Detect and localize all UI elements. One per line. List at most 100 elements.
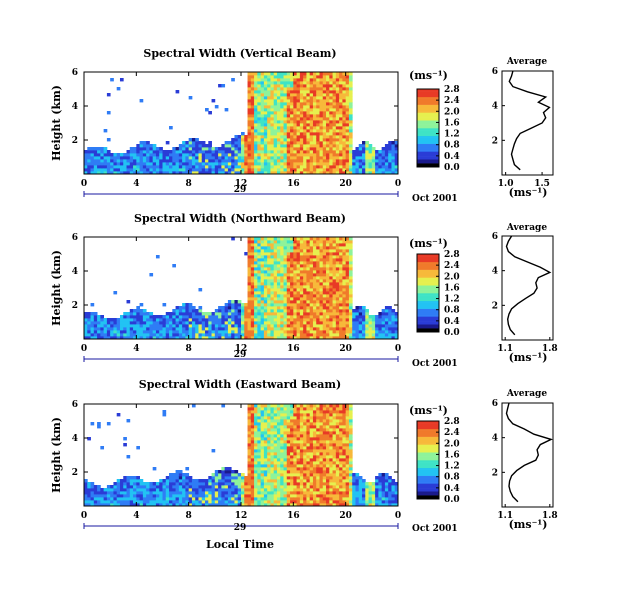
heatmap-cell <box>303 446 307 450</box>
heatmap-cell <box>169 312 173 316</box>
heatmap-cell <box>319 476 324 480</box>
heatmap-cell <box>100 162 105 166</box>
heatmap-cell <box>335 132 340 136</box>
heatmap-cell <box>332 75 337 79</box>
heatmap-cell <box>270 165 275 169</box>
heatmap-cell <box>257 141 262 145</box>
heatmap-cell <box>290 156 294 160</box>
heatmap-cell <box>205 144 209 148</box>
heatmap-cell <box>322 258 327 262</box>
heatmap-cell <box>348 309 353 313</box>
heatmap-cell <box>198 485 203 489</box>
heatmap-cell <box>306 500 311 504</box>
heatmap-cell <box>260 327 265 331</box>
heatmap-cell <box>267 84 271 88</box>
heatmap-cell <box>306 87 311 91</box>
heatmap-cell <box>342 141 347 145</box>
heatmap-cell <box>142 153 147 157</box>
heatmap-cell <box>322 99 327 103</box>
heatmap-cell <box>326 114 330 118</box>
heatmap-cell <box>175 333 180 337</box>
heatmap-cell <box>254 132 258 136</box>
heatmap-cell <box>201 485 206 489</box>
heatmap-cell <box>126 300 131 304</box>
heatmap-cell <box>172 162 176 166</box>
heatmap-cell <box>326 150 330 154</box>
heatmap-cell <box>365 144 369 148</box>
colorbar-segment <box>417 300 439 303</box>
heatmap-cell <box>152 153 157 157</box>
heatmap-cell <box>303 285 307 289</box>
heatmap-cell <box>119 315 124 319</box>
heatmap-cell <box>250 75 255 79</box>
heatmap-cell <box>273 440 278 444</box>
heatmap-cell <box>332 315 337 319</box>
heatmap-cell <box>185 162 190 166</box>
heatmap-cell <box>234 171 239 175</box>
heatmap-cell <box>172 494 176 498</box>
heatmap-cell <box>280 84 284 88</box>
heatmap-cell <box>348 96 353 100</box>
heatmap-cell <box>322 246 327 250</box>
colorbar-segment <box>417 148 439 151</box>
heatmap-cell <box>260 276 265 280</box>
heatmap-cell <box>342 270 347 274</box>
heatmap-cell <box>309 87 314 91</box>
heatmap-cell <box>371 165 376 169</box>
heatmap-cell <box>267 434 271 438</box>
heatmap-cell <box>263 455 268 459</box>
heatmap-cell <box>237 324 242 328</box>
heatmap-cell <box>335 237 340 241</box>
heatmap-cell <box>332 294 337 298</box>
heatmap-cell <box>322 102 327 106</box>
heatmap-cell <box>231 321 235 325</box>
heatmap-cell <box>296 165 301 169</box>
heatmap-cell <box>290 90 294 94</box>
heatmap-cell <box>293 114 297 118</box>
heatmap-cell <box>84 168 88 172</box>
heatmap-cell <box>152 165 157 169</box>
heatmap-cell <box>306 237 311 241</box>
heatmap-cell <box>175 150 180 154</box>
heatmap-cell <box>260 291 265 295</box>
heatmap-cell <box>303 87 307 91</box>
heatmap-cell <box>345 300 350 304</box>
heatmap-cell <box>175 306 180 310</box>
heatmap-cell <box>84 312 88 316</box>
heatmap-cell <box>296 300 301 304</box>
heatmap-cell <box>296 102 301 106</box>
heatmap-cell <box>267 297 271 301</box>
heatmap-cell <box>113 497 118 501</box>
heatmap-cell <box>247 330 252 334</box>
heatmap-cell <box>375 315 379 319</box>
colorbar-segment <box>417 286 439 289</box>
heatmap-cell <box>280 419 284 423</box>
heatmap-cell <box>260 497 265 501</box>
time-tick-label: 12 <box>235 344 248 354</box>
heatmap-cell <box>152 467 157 471</box>
heatmap-cell <box>172 503 176 507</box>
heatmap-cell <box>355 324 360 328</box>
heatmap-cell <box>155 327 160 331</box>
heatmap-cell <box>342 156 347 160</box>
heatmap-cell <box>257 258 262 262</box>
heatmap-cell <box>182 156 186 160</box>
heatmap-cell <box>299 261 304 265</box>
heatmap-cell <box>296 318 301 322</box>
heatmap-cell <box>139 491 144 495</box>
heatmap-cell <box>309 252 314 256</box>
heatmap-cell <box>257 312 262 316</box>
heatmap-cell <box>286 246 291 250</box>
heatmap-cell <box>319 135 324 139</box>
heatmap-cell <box>260 452 265 456</box>
heatmap-cell <box>254 318 258 322</box>
heatmap-cell <box>270 141 275 145</box>
heatmap-cell <box>244 488 248 492</box>
heatmap-cell <box>152 144 157 148</box>
colorbar-segment <box>417 133 439 135</box>
heatmap-cell <box>319 318 324 322</box>
heatmap-cell <box>169 494 173 498</box>
heatmap-cell <box>368 165 373 169</box>
heatmap-cell <box>276 84 281 88</box>
heatmap-cell <box>126 482 131 486</box>
